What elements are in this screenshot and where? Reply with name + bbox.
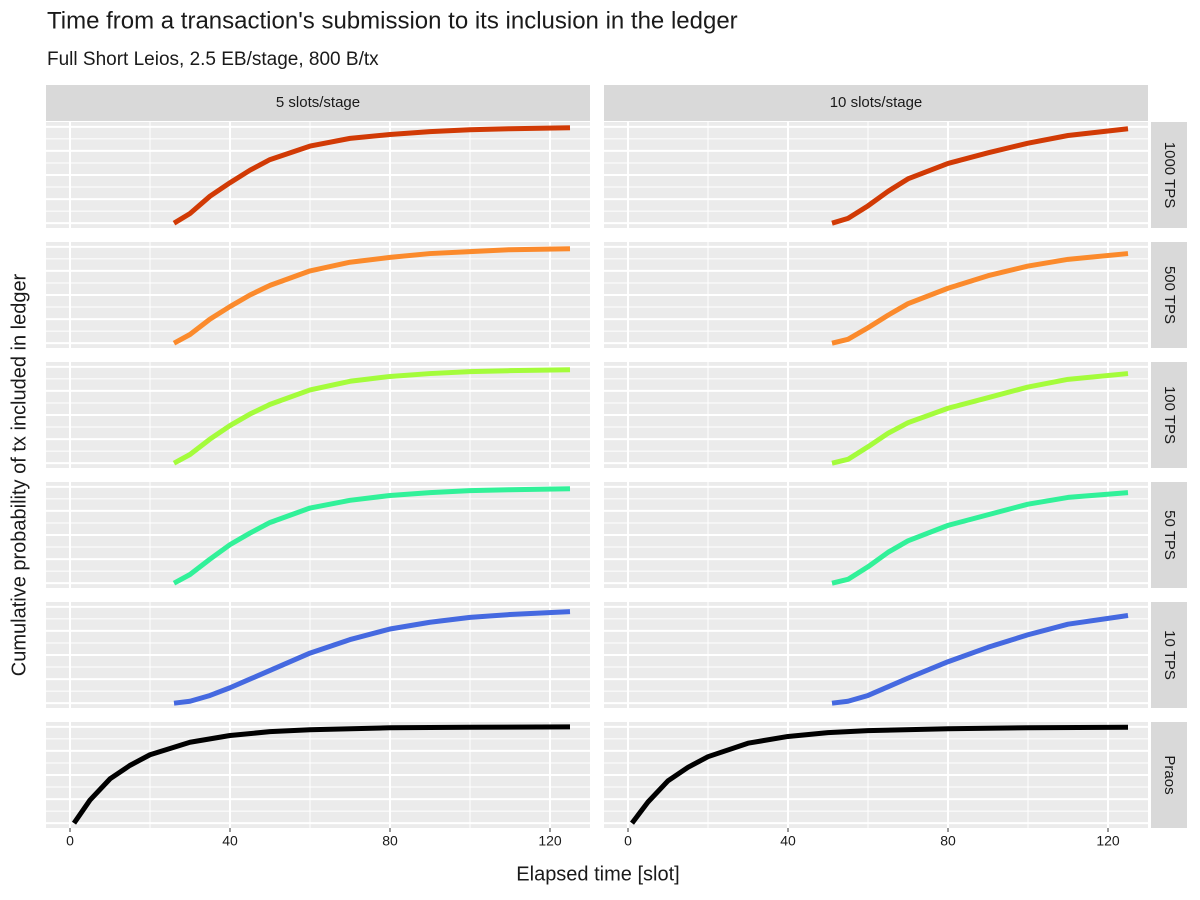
line — [831, 251, 1129, 346]
line — [172, 246, 571, 346]
x-tick-label: 0 — [624, 833, 632, 849]
line — [172, 486, 571, 586]
line — [172, 367, 571, 466]
facet-strip — [1151, 722, 1187, 828]
line — [630, 724, 1129, 825]
x-tick-label: 120 — [1096, 833, 1120, 849]
facet-row-label: 500 TPS — [1161, 266, 1178, 324]
facet-strip — [604, 85, 1148, 121]
x-tick-label: 80 — [940, 833, 956, 849]
line — [831, 613, 1129, 706]
line — [831, 490, 1129, 586]
facet-column-label: 5 slots/stage — [276, 94, 360, 111]
facet-strip — [1151, 362, 1187, 468]
facet-row-label: 10 TPS — [1161, 630, 1178, 680]
facet-row-label: Praos — [1161, 755, 1178, 794]
facet-row-label: 1000 TPS — [1161, 142, 1178, 208]
x-tick-label: 120 — [538, 833, 562, 849]
facet-strip — [1151, 122, 1187, 228]
facet-row-label: 50 TPS — [1161, 510, 1178, 560]
x-axis-label: Elapsed time [slot] — [516, 863, 679, 885]
facet-row-label: 100 TPS — [1161, 386, 1178, 444]
facet-strip — [1151, 482, 1187, 588]
facet-strip — [1151, 602, 1187, 708]
facet-column-label: 10 slots/stage — [830, 94, 923, 111]
chart-title: Time from a transaction's submission to … — [47, 7, 738, 34]
line — [831, 126, 1129, 226]
x-tick-label: 0 — [66, 833, 74, 849]
line — [172, 125, 571, 226]
line — [71, 724, 571, 825]
line — [831, 371, 1129, 466]
x-tick-label: 40 — [222, 833, 238, 849]
facet-strip — [46, 85, 590, 121]
x-tick-label: 40 — [780, 833, 796, 849]
x-tick-label: 80 — [382, 833, 398, 849]
facet-strip — [1151, 242, 1187, 348]
chart-subtitle: Full Short Leios, 2.5 EB/stage, 800 B/tx — [47, 49, 379, 70]
line — [173, 609, 571, 706]
y-axis-label: Cumulative probability of tx included in… — [8, 273, 30, 676]
